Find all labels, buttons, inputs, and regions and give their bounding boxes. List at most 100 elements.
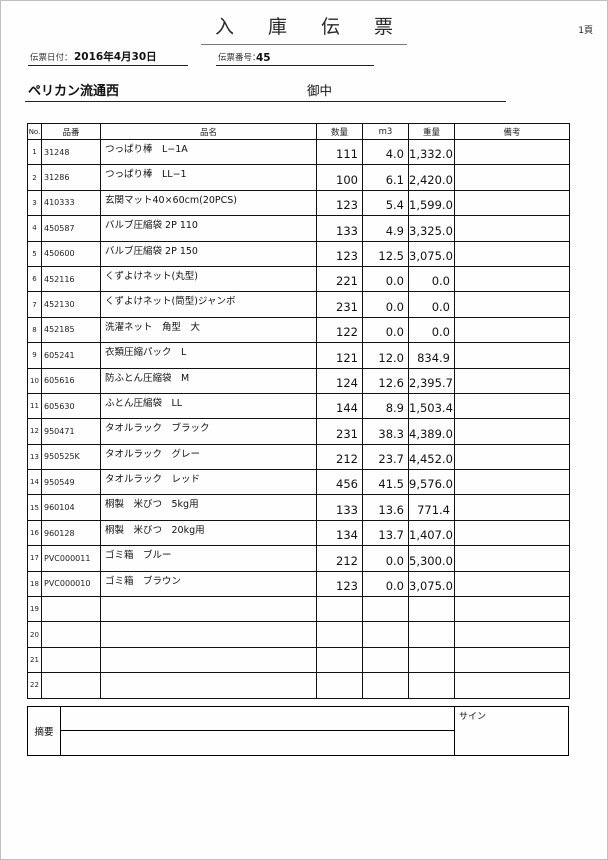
item-row-20-weight: [408, 621, 455, 648]
item-row-16-code: 960128: [41, 519, 101, 547]
item-row-18-code: PVC000010: [41, 570, 101, 598]
summary-line-1: [61, 707, 454, 731]
item-row-22-weight: [408, 672, 455, 699]
item-row-10-no: 10: [27, 367, 42, 394]
item-row-20-code: [41, 621, 101, 648]
item-row-4-name: バルブ圧縮袋 2P 110: [100, 215, 317, 242]
item-row-8-no: 8: [27, 316, 42, 344]
item-row-8-name: 洗濯ネット 角型 大: [100, 316, 317, 344]
item-row-1-note: [454, 138, 570, 166]
item-row-17-weight: 5,300.0: [408, 545, 455, 572]
item-row-4: 4 450587 バルブ圧縮袋 2P 110 133 4.9 3,325.0: [27, 215, 570, 242]
item-row-21-qty: [316, 646, 363, 674]
item-row-10-code: 605616: [41, 367, 101, 394]
item-row-9-no: 9: [27, 342, 42, 369]
item-row-12-qty: 231: [316, 418, 363, 445]
item-row-4-code: 450587: [41, 215, 101, 242]
item-row-21-m3: [362, 646, 409, 674]
item-row-10-weight: 2,395.7: [408, 367, 455, 394]
item-row-13-note: [454, 443, 570, 471]
items-table: No. 品番 品名 数量 m3 重量 備考 1 312 4 8 つっぱり棒 L−1A 11…: [27, 123, 570, 699]
item-row-6-m3: 0.0: [362, 265, 409, 293]
item-row-17-no: 17: [27, 545, 42, 572]
item-row-10-name: 防ふとん圧縮袋 M: [100, 367, 317, 394]
item-row-12-no: 12: [27, 418, 42, 445]
item-row-15-m3: 13.6: [362, 494, 409, 521]
item-row-12-weight: 4,389.0: [408, 418, 455, 445]
page-number: 1頁: [578, 26, 593, 36]
item-row-4-m3: 4.9: [362, 215, 409, 242]
item-row-1-weight: 1,332.0: [408, 138, 455, 166]
item-row-1-name: つっぱり棒 L−1A: [100, 138, 317, 166]
item-row-1-m3: 4.0: [362, 138, 409, 166]
item-row-7-weight: 0.0: [408, 291, 455, 318]
item-row-2-weight: 2,420.0: [408, 164, 455, 191]
item-row-15-code: 960104: [41, 494, 101, 521]
item-row-16-name: 桐製 米びつ 20kg用: [100, 519, 317, 547]
item-row-13-no: 13: [27, 443, 42, 471]
item-row-18-qty: 123: [316, 570, 363, 598]
item-row-17-qty: 212: [316, 545, 363, 572]
item-row-14-code: 950549: [41, 469, 101, 496]
item-row-11-qty: 144: [316, 392, 363, 420]
item-row-11-name: ふとん圧縮袋 LL: [100, 392, 317, 420]
item-row-19: 19: [27, 596, 570, 623]
item-row-14-qty: 456: [316, 469, 363, 496]
item-row-19-code: [41, 596, 101, 623]
item-row-20-no: 20: [27, 621, 42, 648]
item-row-10: 10 605616 防ふとん圧縮袋 M 124 12.6 2,395.7: [27, 367, 570, 394]
item-row-5-no: 5: [27, 240, 42, 267]
item-row-2-qty: 100: [316, 164, 363, 191]
item-row-20-qty: [316, 621, 363, 648]
item-row-11: 11 605630 ふとん圧縮袋 LL 144 8.9 1,503.4: [27, 392, 570, 420]
item-row-7-qty: 231: [316, 291, 363, 318]
item-row-15-no: 15: [27, 494, 42, 521]
item-row-11-note: [454, 392, 570, 420]
item-row-18-m3: 0.0: [362, 570, 409, 598]
item-row-14-no: 14: [27, 469, 42, 496]
items-table-header-row: No. 品番 品名 数量 m3 重量 備考: [27, 123, 570, 140]
slip-number-value: 45: [256, 52, 271, 64]
col-header-item-name: 品名: [100, 123, 317, 140]
item-row-3-note: [454, 189, 570, 217]
title-row: 入 庫 伝 票: [1, 12, 607, 45]
item-row-20-m3: [362, 621, 409, 648]
item-row-8-qty: 122: [316, 316, 363, 344]
summary-lines: [61, 707, 455, 755]
col-header-remarks: 備考: [454, 123, 570, 140]
item-row-9-qty: 121: [316, 342, 363, 369]
item-row-20: 20: [27, 621, 570, 648]
item-row-5-code: 450600: [41, 240, 101, 267]
item-row-2-name: つっぱり棒 LL−1: [100, 164, 317, 191]
item-row-14-name: タオルラック レッド: [100, 469, 317, 496]
item-row-9-name: 衣類圧縮パック L: [100, 342, 317, 369]
item-row-9-m3: 12.0: [362, 342, 409, 369]
item-row-11-m3: 8.9: [362, 392, 409, 420]
item-row-7-no: 7: [27, 291, 42, 318]
item-row-7-code: 452130: [41, 291, 101, 318]
item-row-12-m3: 38.3: [362, 418, 409, 445]
item-row-17-code: PVC000011: [41, 545, 101, 572]
item-row-5-m3: 12.5: [362, 240, 409, 267]
item-row-15-weight: 771.4: [408, 494, 455, 521]
item-row-4-no: 4: [27, 215, 42, 242]
item-row-5: 5 450600 バルブ圧縮袋 2P 150 123 12.5 3,075.0: [27, 240, 570, 267]
item-row-22-qty: [316, 672, 363, 699]
item-row-14: 14 950549 タオルラック レッド 456 41.5 9,576.0: [27, 469, 570, 496]
recipient-company-name: ペリカン流通西: [28, 84, 120, 99]
item-row-6-no: 6: [27, 265, 42, 293]
item-row-10-note: [454, 367, 570, 394]
item-row-19-qty: [316, 596, 363, 623]
item-row-9: 9 605241 衣類圧縮パック L 121 12.0 834.9: [27, 342, 570, 369]
item-row-22-no: 22: [27, 672, 42, 699]
item-row-6-code: 452116: [41, 265, 101, 293]
col-header-m3: m3: [362, 123, 409, 140]
item-row-22-code: [41, 672, 101, 699]
item-row-5-note: [454, 240, 570, 267]
item-row-22-note: [454, 672, 570, 699]
item-row-2-code: 31286: [41, 164, 101, 191]
item-row-4-qty: 133: [316, 215, 363, 242]
recipient-row: ペリカン流通西 御中: [25, 81, 506, 102]
item-row-13: 13 950525K タオルラック グレー 212 23.7 4,452.0: [27, 443, 570, 471]
